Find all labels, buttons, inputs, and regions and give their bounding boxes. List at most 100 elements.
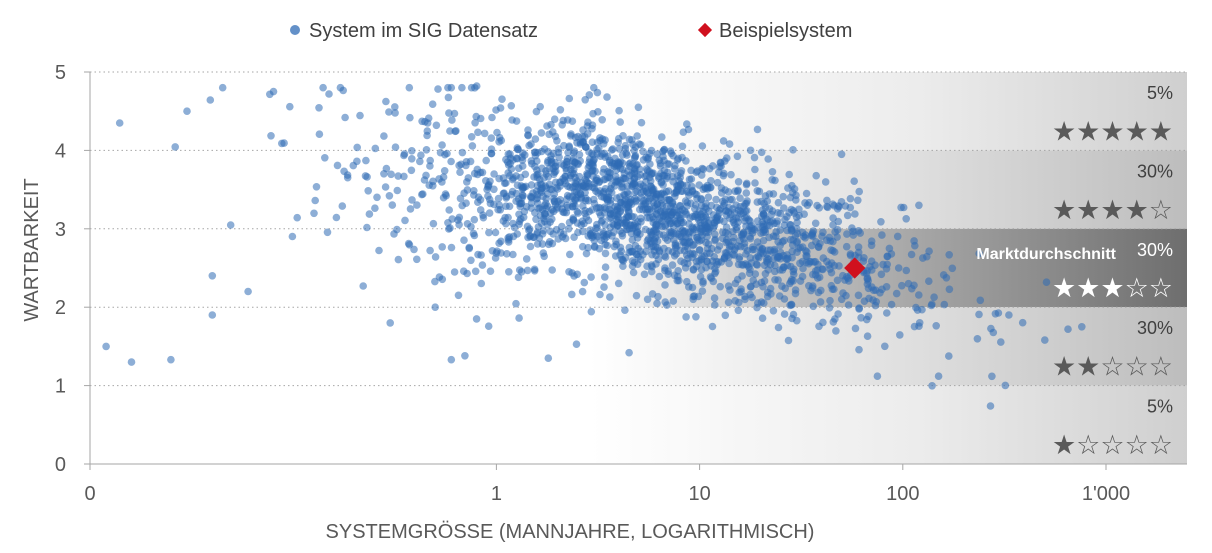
scatter-point [545,130,553,139]
scatter-point [461,352,469,360]
scatter-point [592,176,600,185]
scatter-point [693,234,702,242]
scatter-point [678,142,687,151]
scatter-point [444,219,452,227]
scatter-point [339,86,348,95]
scatter-point [623,203,632,212]
scatter-point [757,278,766,287]
scatter-point [518,191,527,199]
scatter-point [343,173,352,182]
scatter-point [444,93,453,102]
scatter-point [319,83,327,92]
scatter-point [930,293,938,302]
scatter-point [518,162,527,170]
scatter-point [764,266,772,274]
scatter-point [484,192,492,200]
scatter-point [599,140,608,148]
scatter-point [997,338,1005,346]
scatter-point [670,252,679,260]
scatter-point [746,146,755,155]
scatter-point [733,152,742,161]
scatter-point [333,161,342,170]
scatter-point [729,205,737,213]
scatter-point [711,230,719,239]
scatter-point [582,194,590,203]
scatter-point [1018,318,1027,327]
scatter-point [589,156,598,165]
scatter-point [591,167,599,175]
scatter-point [788,241,797,249]
rating-band-labels: 5% ★★★★★ 30% ★★★★☆ 30% ★★★☆☆ Marktdurchschnitt… [976,83,1173,461]
scatter-point [869,296,877,304]
scatter-point [626,221,635,229]
scatter-point [702,228,710,237]
scatter-point [413,255,421,264]
scatter-point [485,209,494,217]
scatter-point [494,194,503,203]
scatter-point [829,318,838,326]
scatter-point [631,241,640,250]
scatter-point [945,352,953,360]
scatter-point [760,199,768,208]
scatter-point [566,250,574,259]
scatter-point [600,149,609,158]
scatter-point [601,263,610,272]
scatter-point [809,302,818,311]
scatter-point [699,279,707,288]
scatter-point [385,108,393,116]
scatter-point [658,133,666,141]
band-star-rating: ★★★★★ [1052,116,1173,147]
scatter-point [738,261,746,269]
scatter-point [973,335,982,343]
scatter-point [802,189,811,198]
scatter-point [571,179,579,187]
scatter-point [582,213,591,221]
scatter-point [690,250,698,259]
scatter-point [499,174,508,182]
scatter-point [751,270,760,278]
scatter-point [800,210,808,218]
rating-band [590,72,1187,151]
scatter-point [465,244,474,253]
scatter-point [606,223,614,232]
scatter-point [694,292,703,301]
scatter-point [527,199,536,207]
scatter-point [526,192,535,201]
scatter-point [893,232,902,241]
scatter-point [615,145,624,153]
scatter-point [610,182,619,190]
scatter-point [325,90,333,98]
scatter-point [784,254,792,263]
scatter-point [945,285,954,294]
scatter-point [932,322,940,330]
scatter-point [548,215,556,223]
scatter-point [793,225,801,233]
scatter-point [531,162,539,171]
scatter-point [373,193,381,202]
scatter-point [752,260,761,269]
scatter-point [353,143,362,152]
scatter-point [390,230,398,238]
scatter-point [556,106,565,114]
scatter-point [537,147,546,156]
scatter-point [753,125,762,134]
scatter-point [356,111,364,120]
scatter-point [703,249,711,258]
scatter-point [502,202,510,210]
scatter-point [761,192,770,200]
scatter-point [537,129,546,137]
scatter-point [561,179,570,188]
scatter-point [269,87,278,96]
scatter-point [643,295,652,304]
scatter-point [312,183,321,191]
scatter-point [615,204,624,213]
scatter-point [654,292,662,301]
scatter-point [691,212,699,221]
scatter-point [565,143,573,151]
scatter-point [584,164,593,172]
scatter-point [631,181,639,189]
scatter-point [827,281,836,290]
scatter-point [816,298,825,306]
scatter-point [670,189,679,197]
scatter-point [578,287,587,296]
